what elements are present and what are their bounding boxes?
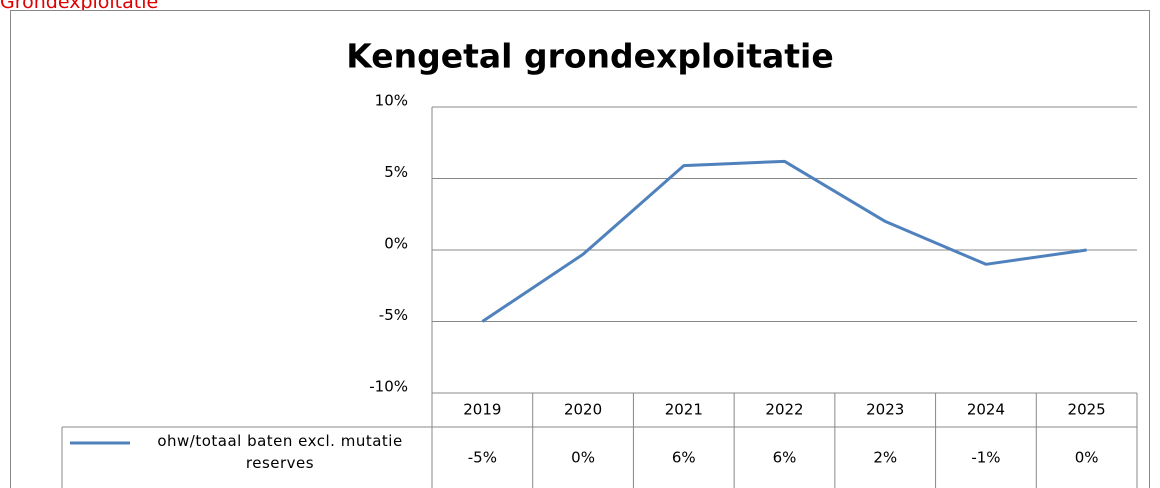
x-tick-label: 2019 [463,401,501,419]
table-value: 6% [773,449,797,467]
x-tick-label: 2022 [765,401,803,419]
table-value: -5% [468,449,497,467]
table-value: 2% [873,449,897,467]
chart-border [10,10,1150,488]
y-tick-label: -10% [369,378,408,396]
table-value: 0% [1075,449,1099,467]
table-value: 0% [571,449,595,467]
y-tick-label: 0% [384,235,408,253]
x-tick-label: 2025 [1068,401,1106,419]
page-heading: Grondexploitatie [0,0,159,13]
table-value: -1% [971,449,1000,467]
x-tick-label: 2020 [564,401,602,419]
y-tick-label: 10% [375,92,408,110]
legend-label: ohw/totaal baten excl. mutatie reserves [157,432,403,472]
chart-title: Kengetal grondexploitatie [346,37,834,76]
x-tick-label: 2023 [866,401,904,419]
x-tick-label: 2021 [665,401,703,419]
y-tick-label: -5% [379,306,408,324]
x-tick-label: 2024 [967,401,1005,419]
table-value: 6% [672,449,696,467]
y-tick-label: 5% [384,163,408,181]
line [481,159,1087,323]
